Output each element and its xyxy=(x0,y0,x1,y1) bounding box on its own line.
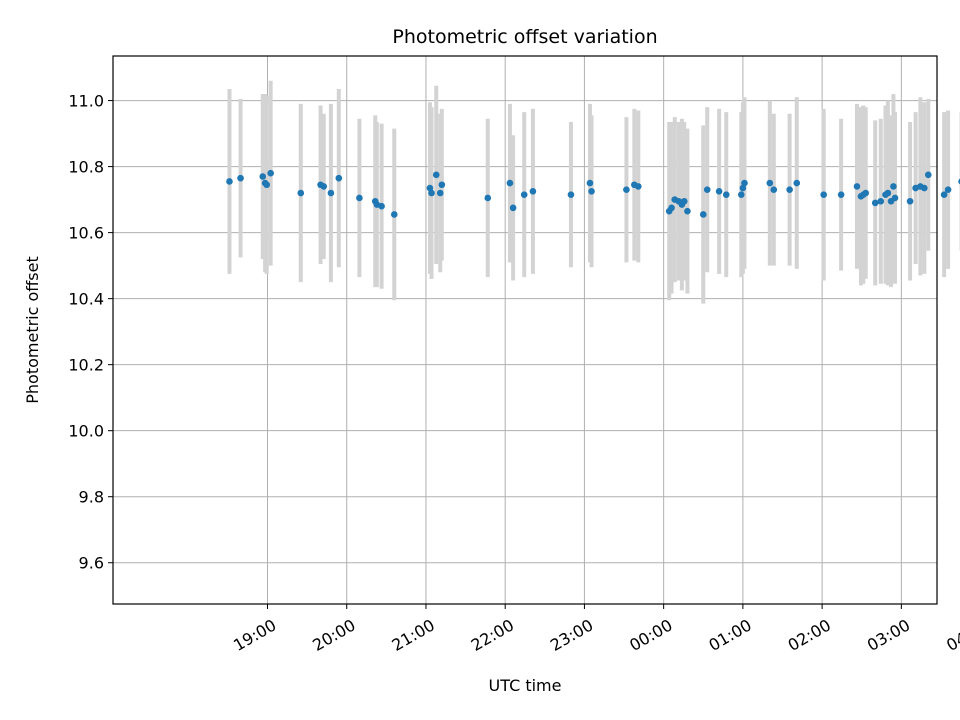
data-point xyxy=(940,191,948,198)
data-point xyxy=(862,189,869,197)
data-point xyxy=(320,183,328,190)
x-axis-ticks: 19:00 20:00 21:00 22:00 23:00 00:00 01:00 02:00… xyxy=(230,604,960,655)
x-tick-label: 21:00 xyxy=(389,615,438,655)
y-tick-label: 10.8 xyxy=(68,158,104,177)
chart-title: Photometric offset variation xyxy=(392,26,657,48)
data-point xyxy=(906,197,914,205)
y-tick-label: 10.0 xyxy=(68,422,104,441)
x-axis-label: UTC time xyxy=(489,676,562,695)
data-point xyxy=(635,183,642,190)
data-point xyxy=(356,194,363,202)
x-tick-label: 19:00 xyxy=(230,615,279,655)
data-point xyxy=(738,191,745,198)
data-point xyxy=(715,188,723,195)
data-point xyxy=(432,171,440,179)
data-point xyxy=(237,174,244,182)
data-point xyxy=(484,194,492,202)
data-point xyxy=(739,184,747,192)
y-tick-label: 9.6 xyxy=(79,554,104,573)
data-point xyxy=(529,188,537,195)
y-tick-label: 10.6 xyxy=(68,224,104,243)
y-axis-ticks: 9.6 9.8 10.0 10.2 10.4 10.6 10.8 11.0 xyxy=(68,92,113,573)
x-tick-label: 04:00 xyxy=(943,615,960,655)
data-point xyxy=(267,169,274,177)
data-point xyxy=(837,191,845,198)
x-tick-label: 03:00 xyxy=(864,615,913,655)
y-tick-label: 10.4 xyxy=(68,290,104,309)
data-point xyxy=(586,179,594,187)
plot-frame xyxy=(112,55,938,605)
data-point xyxy=(428,189,435,197)
data-point xyxy=(297,189,305,197)
data-point xyxy=(436,189,444,197)
data-point xyxy=(820,191,827,198)
x-tick-label: 01:00 xyxy=(705,615,754,655)
data-point xyxy=(793,179,801,187)
data-point xyxy=(921,184,928,192)
data-point xyxy=(588,188,595,195)
x-tick-label: 23:00 xyxy=(547,615,596,655)
data-point xyxy=(924,171,932,179)
data-point xyxy=(699,211,707,218)
data-point xyxy=(390,211,398,218)
data-point xyxy=(770,186,778,193)
data-point xyxy=(335,174,343,182)
data-point xyxy=(567,191,575,198)
data-point xyxy=(944,186,952,193)
data-point xyxy=(871,199,879,207)
data-point xyxy=(877,197,885,205)
data-point xyxy=(786,186,793,193)
data-point xyxy=(259,173,267,180)
data-point xyxy=(520,191,528,198)
data-points xyxy=(226,169,960,218)
data-point xyxy=(668,204,675,212)
data-point xyxy=(226,178,233,185)
data-point xyxy=(853,183,861,190)
data-point xyxy=(438,181,446,189)
y-tick-label: 9.8 xyxy=(79,488,104,507)
data-point xyxy=(684,207,691,215)
data-point xyxy=(703,186,711,193)
data-point xyxy=(884,189,892,197)
x-tick-label: 00:00 xyxy=(626,615,675,655)
data-point xyxy=(891,194,899,202)
data-point xyxy=(890,183,897,190)
data-point xyxy=(509,204,517,212)
data-point xyxy=(327,189,335,197)
data-point xyxy=(263,181,271,189)
x-tick-label: 22:00 xyxy=(468,615,517,655)
y-tick-label: 11.0 xyxy=(68,92,104,111)
data-point xyxy=(426,184,434,192)
error-bars xyxy=(227,80,960,304)
data-point xyxy=(623,186,630,193)
data-point xyxy=(741,179,748,187)
x-tick-label: 20:00 xyxy=(309,615,358,655)
data-point xyxy=(766,179,774,187)
data-point xyxy=(722,191,730,198)
data-point xyxy=(680,197,688,205)
data-point xyxy=(506,179,514,187)
y-tick-label: 10.2 xyxy=(68,356,104,375)
data-point xyxy=(378,202,385,210)
y-axis-label: Photometric offset xyxy=(23,256,42,404)
x-tick-label: 02:00 xyxy=(785,615,834,655)
